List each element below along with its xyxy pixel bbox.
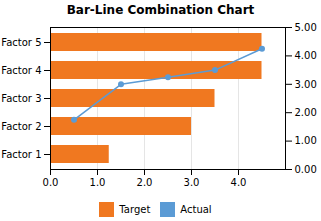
svg-text:1.00: 1.00 xyxy=(295,135,317,146)
svg-text:4.00: 4.00 xyxy=(295,50,317,61)
svg-text:0.00: 0.00 xyxy=(295,164,317,175)
svg-text:Factor 1: Factor 1 xyxy=(1,149,41,160)
svg-text:Factor 2: Factor 2 xyxy=(1,121,41,132)
svg-text:1.0: 1.0 xyxy=(90,177,106,188)
svg-text:0.0: 0.0 xyxy=(43,177,59,188)
svg-text:2.00: 2.00 xyxy=(295,107,317,118)
svg-text:5.00: 5.00 xyxy=(295,22,317,33)
svg-text:3.0: 3.0 xyxy=(184,177,200,188)
svg-text:Factor 4: Factor 4 xyxy=(1,65,41,76)
html-text:Target: Target xyxy=(119,204,151,215)
svg-text:Factor 3: Factor 3 xyxy=(1,93,41,104)
svg-text:3.00: 3.00 xyxy=(295,79,317,90)
html-text:Bar-Line Combination Chart: Bar-Line Combination Chart xyxy=(66,3,255,17)
svg-text:4.0: 4.0 xyxy=(231,177,247,188)
svg-text:Factor 5: Factor 5 xyxy=(1,37,41,48)
svg-text:2.0: 2.0 xyxy=(137,177,153,188)
html-text:Actual: Actual xyxy=(180,204,212,215)
